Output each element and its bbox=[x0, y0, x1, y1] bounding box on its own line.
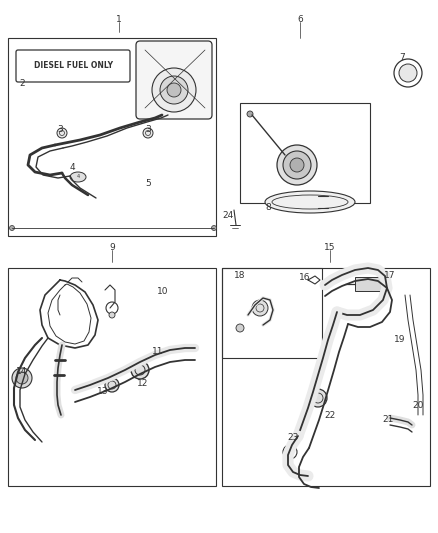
Text: 18: 18 bbox=[234, 271, 246, 279]
Circle shape bbox=[277, 145, 317, 185]
Circle shape bbox=[152, 68, 196, 112]
Bar bbox=[222, 268, 430, 486]
Circle shape bbox=[399, 64, 417, 82]
Circle shape bbox=[10, 225, 14, 230]
Circle shape bbox=[236, 324, 244, 332]
Circle shape bbox=[247, 111, 253, 117]
Bar bbox=[355, 277, 383, 291]
Circle shape bbox=[212, 225, 216, 230]
Text: 9: 9 bbox=[109, 244, 115, 253]
Circle shape bbox=[105, 378, 119, 392]
Bar bbox=[222, 268, 322, 358]
Circle shape bbox=[252, 300, 268, 316]
Text: 19: 19 bbox=[394, 335, 406, 344]
Text: 16: 16 bbox=[299, 273, 311, 282]
Text: 8: 8 bbox=[265, 204, 271, 213]
Text: 23: 23 bbox=[287, 433, 299, 442]
Text: DIESEL FUEL ONLY: DIESEL FUEL ONLY bbox=[33, 61, 113, 70]
Text: 21: 21 bbox=[382, 416, 394, 424]
Circle shape bbox=[16, 372, 28, 384]
Bar bbox=[8, 38, 216, 236]
Circle shape bbox=[283, 151, 311, 179]
Text: 1: 1 bbox=[116, 15, 122, 25]
Circle shape bbox=[160, 76, 188, 104]
Text: 10: 10 bbox=[157, 287, 169, 296]
Text: 22: 22 bbox=[325, 410, 336, 419]
Text: 17: 17 bbox=[384, 271, 396, 279]
Text: 6: 6 bbox=[297, 15, 303, 25]
Text: 5: 5 bbox=[145, 179, 151, 188]
Circle shape bbox=[12, 368, 32, 388]
Circle shape bbox=[286, 448, 293, 456]
Circle shape bbox=[57, 128, 67, 138]
Ellipse shape bbox=[70, 172, 86, 182]
Text: 2: 2 bbox=[19, 78, 25, 87]
Text: 15: 15 bbox=[324, 244, 336, 253]
Ellipse shape bbox=[265, 191, 355, 213]
Circle shape bbox=[167, 83, 181, 97]
Text: 24: 24 bbox=[223, 211, 233, 220]
Text: 3: 3 bbox=[57, 125, 63, 134]
FancyBboxPatch shape bbox=[136, 41, 212, 119]
Circle shape bbox=[109, 312, 115, 318]
Text: 11: 11 bbox=[152, 348, 164, 357]
Bar bbox=[8, 268, 216, 486]
Circle shape bbox=[290, 158, 304, 172]
Text: 20: 20 bbox=[412, 400, 424, 409]
Text: 14: 14 bbox=[16, 367, 28, 376]
Text: 7: 7 bbox=[399, 53, 405, 62]
Circle shape bbox=[131, 361, 149, 379]
Text: 4: 4 bbox=[77, 174, 80, 180]
Text: 3: 3 bbox=[145, 125, 151, 134]
Text: 12: 12 bbox=[137, 378, 148, 387]
Circle shape bbox=[143, 128, 153, 138]
Text: 13: 13 bbox=[97, 387, 109, 397]
Circle shape bbox=[309, 389, 327, 407]
Bar bbox=[240, 103, 370, 203]
Text: 4: 4 bbox=[69, 164, 75, 173]
